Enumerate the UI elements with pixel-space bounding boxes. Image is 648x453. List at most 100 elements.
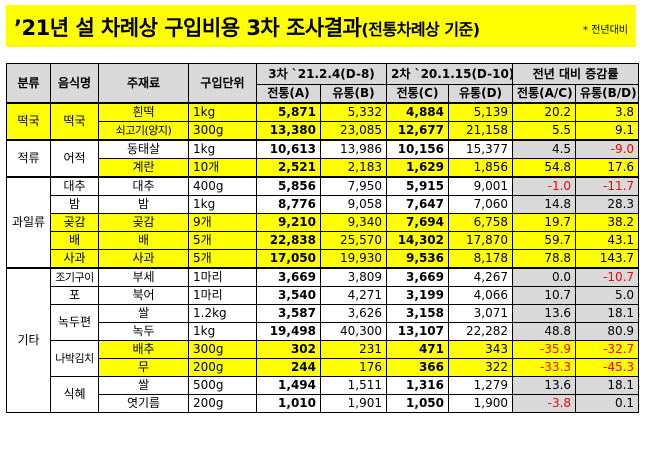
price-c-cell: 471 — [386, 340, 450, 359]
header-ingredient: 주재료 — [98, 63, 189, 104]
price-d-cell: 1,856 — [448, 158, 514, 178]
price-c-cell: 7,694 — [386, 213, 450, 232]
price-c-cell: 1,316 — [386, 376, 450, 395]
price-b-cell: 231 — [319, 340, 388, 359]
price-a-cell: 17,050 — [256, 249, 321, 269]
price-a-cell: 244 — [256, 358, 321, 377]
change-bd-cell: 18.1 — [575, 376, 640, 395]
food-cell: 식혜 — [50, 376, 99, 413]
change-bd-cell: -45.3 — [575, 358, 640, 377]
change-bd-cell: -9.0 — [575, 139, 640, 159]
ingredient-cell: 엿기름 — [98, 394, 189, 413]
table-row: 엿기름 200g 1,010 1,901 1,050 1,900 -3.8 0.… — [7, 394, 640, 413]
price-a-cell: 3,669 — [256, 267, 321, 287]
food-cell: 대추 — [50, 176, 99, 196]
unit-cell: 9개 — [188, 213, 257, 232]
table-row: 계란 10개 2,521 2,183 1,629 1,856 54.8 17.6 — [7, 158, 640, 178]
change-bd-cell: 17.6 — [575, 158, 640, 178]
table-row: 나박김치 배추 300g 302 231 471 343 -35.9 -32.7 — [7, 340, 640, 377]
price-c-cell: 3,158 — [386, 304, 450, 323]
page-title: ’21년 설 차례상 구입비용 3차 조사결과(전통차례상 기준) — [14, 12, 480, 42]
change-ac-cell: 78.8 — [512, 249, 577, 269]
food-cell: 포 — [50, 286, 99, 305]
change-ac-cell: 5.5 — [512, 121, 577, 141]
price-d-cell: 5,139 — [448, 102, 514, 122]
unit-cell: 1kg — [188, 322, 257, 341]
price-b-cell: 9,058 — [319, 195, 388, 214]
change-ac-cell: -35.9 — [512, 340, 577, 359]
table-row: 곶감 곶감 9개 9,210 9,340 7,694 6,758 19.7 38… — [7, 213, 640, 232]
category-cell: 적류 — [6, 139, 51, 178]
price-d-cell: 322 — [448, 358, 514, 377]
change-bd-cell: -11.7 — [575, 176, 640, 196]
price-c-cell: 12,677 — [386, 121, 450, 141]
table-row: 밤 밤 1kg 8,776 9,058 7,647 7,060 14.8 28.… — [7, 195, 640, 214]
title-main-text: ’21년 설 차례상 구입비용 3차 조사결과 — [14, 16, 362, 40]
header-unit: 구입단위 — [188, 63, 257, 104]
price-d-cell: 3,071 — [448, 304, 514, 323]
table-row: 과일류 대추 대추 400g 5,856 7,950 5,915 9,001 -… — [6, 176, 640, 269]
header-round3: 3차 `21.2.4(D-8) — [255, 63, 388, 85]
price-c-cell: 1,050 — [386, 394, 450, 413]
change-ac-cell: -1.0 — [512, 176, 577, 196]
change-ac-cell: -3.8 — [512, 394, 577, 413]
category-cell: 떡국 — [6, 102, 51, 141]
price-b-cell: 5,332 — [319, 102, 388, 122]
price-b-cell: 1,511 — [319, 376, 388, 395]
table-row: 녹두편 쌀 1.2kg 3,587 3,626 3,158 3,071 13.6… — [7, 304, 640, 341]
price-a-cell: 1,494 — [256, 376, 321, 395]
price-c-cell: 366 — [386, 358, 450, 377]
price-d-cell: 8,178 — [448, 249, 514, 269]
unit-cell: 1마리 — [188, 286, 257, 305]
price-a-cell: 3,587 — [256, 304, 321, 323]
header-row-1: 분류 음식명 주재료 구입단위 3차 `21.2.4(D-8) 2차 `20.1… — [6, 63, 640, 104]
price-d-cell: 4,066 — [448, 286, 514, 305]
header-dist-bd: 유통(B/D) — [575, 84, 640, 104]
change-bd-cell: 0.1 — [575, 394, 640, 413]
price-b-cell: 19,930 — [319, 249, 388, 269]
price-b-cell: 1,901 — [319, 394, 388, 413]
unit-cell: 400g — [188, 176, 257, 196]
price-a-cell: 5,856 — [256, 176, 321, 196]
change-bd-cell: 18.1 — [575, 304, 640, 323]
price-c-cell: 3,669 — [386, 267, 450, 287]
ingredient-cell: 부세 — [98, 267, 189, 287]
price-a-cell: 3,540 — [256, 286, 321, 305]
price-b-cell: 176 — [319, 358, 388, 377]
price-d-cell: 4,267 — [448, 267, 514, 287]
category-cell: 기타 — [6, 267, 51, 413]
unit-cell: 1마리 — [188, 267, 257, 287]
price-b-cell: 25,570 — [319, 231, 388, 250]
price-c-cell: 9,536 — [386, 249, 450, 269]
change-bd-cell: 143.7 — [575, 249, 640, 269]
change-ac-cell: 0.0 — [512, 267, 577, 287]
change-ac-cell: 4.5 — [512, 139, 577, 159]
food-cell: 조기구이 — [50, 267, 99, 287]
ingredient-cell: 흰떡 — [98, 102, 189, 122]
price-a-cell: 302 — [256, 340, 321, 359]
price-b-cell: 3,626 — [319, 304, 388, 323]
ingredient-cell: 배 — [98, 231, 189, 250]
food-cell: 배 — [50, 231, 99, 250]
price-c-cell: 4,884 — [386, 102, 450, 122]
price-a-cell: 9,210 — [256, 213, 321, 232]
unit-cell: 1kg — [188, 195, 257, 214]
ingredient-cell: 사과 — [98, 249, 189, 269]
price-c-cell: 13,107 — [386, 322, 450, 341]
header-trad-a: 전통(A) — [256, 84, 321, 104]
price-d-cell: 17,870 — [448, 231, 514, 250]
price-b-cell: 23,085 — [319, 121, 388, 141]
change-ac-cell: 54.8 — [512, 158, 577, 178]
table-row: 떡국 떡국 흰떡 1kg 5,871 5,332 4,884 5,139 20.… — [6, 102, 640, 141]
unit-cell: 1.2kg — [188, 304, 257, 323]
header-dist-b: 유통(B) — [319, 84, 388, 104]
table-row: 무 200g 244 176 366 322 -33.3 -45.3 — [7, 358, 640, 377]
food-cell: 녹두편 — [50, 304, 99, 341]
header-round2: 2차 `20.1.15(D-10) — [386, 63, 514, 85]
price-c-cell: 1,629 — [386, 158, 450, 178]
change-ac-cell: 14.8 — [512, 195, 577, 214]
price-b-cell: 3,809 — [319, 267, 388, 287]
ingredient-cell: 녹두 — [98, 322, 189, 341]
table-row: 사과 사과 5개 17,050 19,930 9,536 8,178 78.8 … — [7, 249, 640, 269]
price-c-cell: 5,915 — [386, 176, 450, 196]
